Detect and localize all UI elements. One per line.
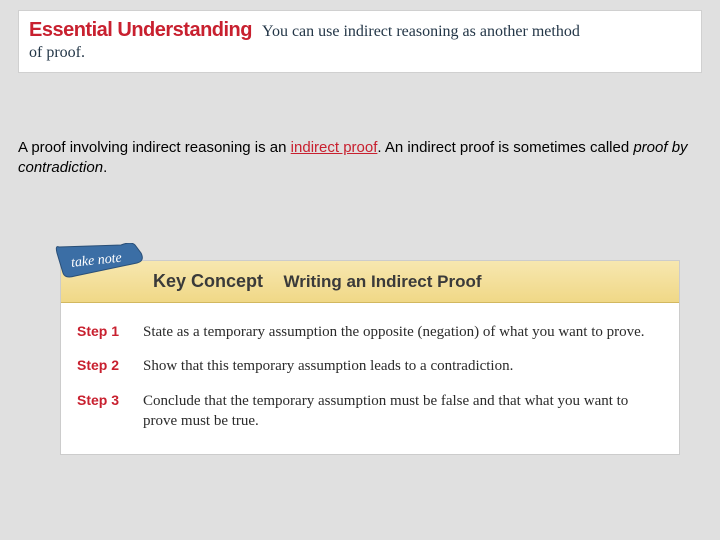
essential-understanding-box: Essential Understanding You can use indi…	[18, 10, 702, 73]
step-row: Step 1 State as a temporary assumption t…	[77, 315, 663, 349]
step-3-label: Step 3	[77, 391, 131, 432]
key-concept-body: Step 1 State as a temporary assumption t…	[61, 303, 679, 454]
step-1-label: Step 1	[77, 322, 131, 342]
mid-pre: A proof involving indirect reasoning is …	[18, 139, 291, 156]
key-concept-header: Key Concept Writing an Indirect Proof	[61, 261, 679, 303]
mid-post2: .	[103, 159, 107, 176]
eu-text-1: You can use indirect reasoning as anothe…	[262, 23, 580, 40]
eu-text-2: of proof.	[29, 44, 691, 62]
step-row: Step 2 Show that this temporary assumpti…	[77, 349, 663, 383]
step-3-text: Conclude that the temporary assumption m…	[143, 391, 663, 432]
keyword-indirect-proof: indirect proof	[291, 139, 378, 156]
body-paragraph: A proof involving indirect reasoning is …	[18, 138, 690, 179]
kc-subtitle: Writing an Indirect Proof	[283, 272, 481, 291]
step-2-text: Show that this temporary assumption lead…	[143, 356, 663, 376]
mid-post1: . An indirect proof is sometimes called	[377, 139, 633, 156]
step-row: Step 3 Conclude that the temporary assum…	[77, 384, 663, 439]
key-concept-box: take note Key Concept Writing an Indirec…	[60, 260, 680, 455]
step-2-label: Step 2	[77, 356, 131, 376]
take-note-tab-icon: take note	[53, 243, 145, 279]
step-1-text: State as a temporary assumption the oppo…	[143, 322, 663, 342]
kc-label: Key Concept	[153, 271, 263, 291]
eu-title: Essential Understanding	[29, 19, 252, 41]
